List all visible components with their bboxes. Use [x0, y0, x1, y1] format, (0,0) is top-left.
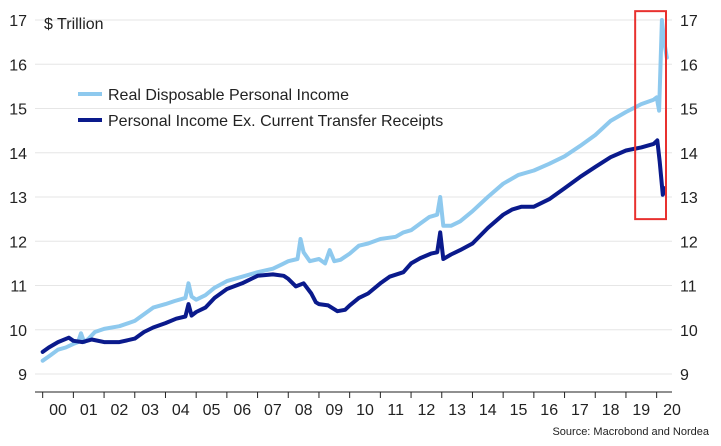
series-lines — [40, 18, 669, 363]
x-axis-ticks: 00 01 02 03 04 05 06 07 08 09 10 11 12 13 14 15 16 17 18 19… — [42, 392, 681, 419]
x-tick-label: 16 — [540, 402, 558, 419]
y-tick-label-left: 9 — [18, 367, 27, 384]
x-tick-label: 04 — [172, 402, 190, 419]
x-tick-label: 14 — [479, 402, 497, 419]
x-tick-label: 05 — [203, 402, 221, 419]
y-tick-label-left: 14 — [9, 146, 27, 163]
x-tick-label: 11 — [387, 402, 404, 419]
y-tick-label-left: 15 — [9, 102, 27, 119]
x-tick-label: 15 — [510, 402, 528, 419]
y-axis-right-ticks: 9 10 11 12 13 14 15 16 17 — [680, 13, 698, 384]
y-tick-label-right: 12 — [680, 234, 698, 251]
x-tick-label: 06 — [233, 402, 251, 419]
x-tick-label: 09 — [325, 402, 343, 419]
y-tick-label-right: 14 — [680, 146, 698, 163]
series-line-real-disposable-income — [40, 18, 669, 363]
highlight-box — [634, 10, 667, 221]
y-tick-label-left: 11 — [10, 279, 27, 296]
y-tick-label-right: 9 — [680, 367, 689, 384]
y-axis-left-ticks: 9 10 11 12 13 14 15 16 17 — [9, 13, 27, 384]
y-tick-label-left: 13 — [9, 190, 27, 207]
y-tick-label-right: 17 — [680, 13, 698, 30]
x-tick-label: 08 — [295, 402, 313, 419]
y-tick-label-right: 15 — [680, 102, 698, 119]
legend-label-personal-income-ex-transfers: Personal Income Ex. Current Transfer Rec… — [108, 113, 443, 130]
y-tick-label-left: 10 — [9, 323, 27, 340]
legend: Real Disposable Personal Income Personal… — [78, 87, 443, 130]
y-tick-label-right: 10 — [680, 323, 698, 340]
x-tick-label: 07 — [264, 402, 282, 419]
x-tick-label: 03 — [141, 402, 159, 419]
legend-label-real-disposable-income: Real Disposable Personal Income — [108, 87, 349, 104]
y-tick-label-left: 12 — [9, 234, 27, 251]
y-tick-label-right: 13 — [680, 190, 698, 207]
x-tick-label: 00 — [49, 402, 67, 419]
x-tick-label: 13 — [448, 402, 466, 419]
x-tick-label: 10 — [356, 402, 374, 419]
x-tick-label: 19 — [632, 402, 650, 419]
x-tick-label: 02 — [111, 402, 129, 419]
y-tick-label-right: 11 — [680, 279, 697, 296]
gridlines — [35, 19, 672, 375]
x-tick-label: 12 — [418, 402, 436, 419]
x-tick-label: 18 — [602, 402, 620, 419]
source-note: Source: Macrobond and Nordea — [552, 426, 709, 438]
x-tick-label: 17 — [571, 402, 589, 419]
unit-label: $ Trillion — [44, 16, 104, 33]
y-tick-label-left: 17 — [9, 13, 27, 30]
x-tick-label: 20 — [663, 402, 681, 419]
x-tick-label: 01 — [80, 402, 98, 419]
y-tick-label-right: 16 — [680, 57, 698, 74]
series-line-personal-income-ex-transfers — [40, 138, 667, 354]
y-tick-label-left: 16 — [9, 57, 27, 74]
